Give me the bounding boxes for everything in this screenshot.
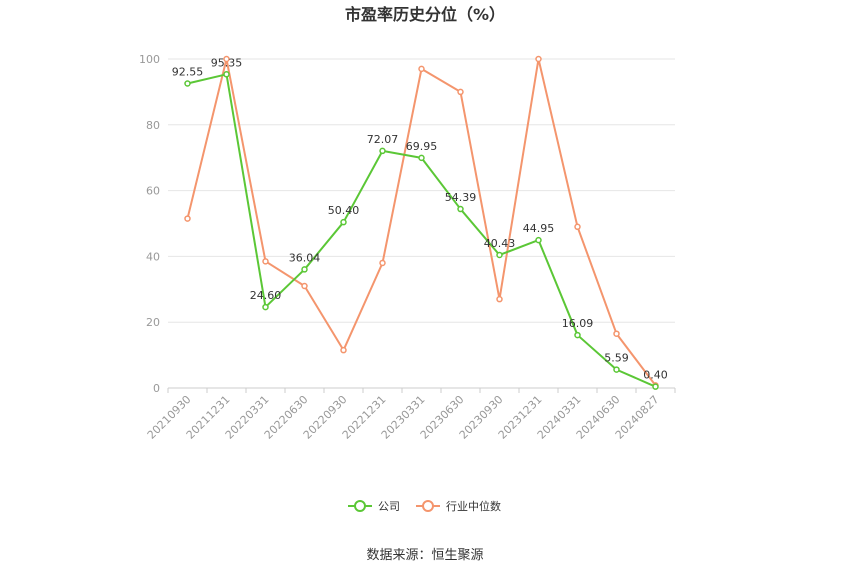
data-label: 72.07 — [367, 133, 399, 146]
data-point — [496, 295, 503, 303]
legend-label: 行业中位数 — [446, 499, 501, 513]
data-label: 40.43 — [484, 237, 516, 250]
data-point — [457, 205, 464, 213]
data-label: 95.35 — [211, 56, 243, 69]
data-point — [613, 330, 620, 337]
legend: 公司 行业中位数 — [348, 499, 501, 513]
axes: 0204060801002021093020211231202203312022… — [139, 53, 676, 442]
data-point — [418, 154, 425, 162]
data-point — [457, 88, 464, 96]
legend-swatch-marker — [422, 500, 434, 512]
y-tick-label: 20 — [146, 316, 160, 329]
data-point — [613, 366, 620, 373]
data-label: 16.09 — [562, 317, 594, 330]
data-point — [223, 71, 230, 78]
data-point — [652, 383, 659, 390]
data-label: 92.55 — [172, 66, 204, 79]
data-label: 54.39 — [445, 191, 477, 204]
series-lines — [184, 55, 659, 390]
data-label: 50.40 — [328, 204, 360, 217]
data-point — [574, 223, 581, 231]
y-tick-label: 60 — [146, 185, 160, 198]
legend-swatch-marker — [354, 500, 366, 512]
source-note: 数据来源：恒生聚源 — [366, 548, 483, 563]
data-label: 24.60 — [250, 289, 282, 302]
series-line-1 — [186, 58, 657, 386]
data-point — [379, 147, 386, 155]
data-point — [379, 259, 386, 267]
data-label: 36.04 — [289, 251, 321, 264]
data-point — [262, 258, 269, 265]
y-tick-label: 40 — [146, 250, 160, 263]
data-point — [301, 266, 308, 273]
legend-label: 公司 — [378, 500, 400, 513]
data-point — [184, 80, 191, 87]
data-point — [496, 251, 503, 259]
data-point — [301, 282, 308, 290]
data-labels: 92.55 95.35 24.60 36.04 50.40 72.07 69.95 54.39… — [172, 56, 668, 381]
data-point — [184, 215, 191, 222]
data-point — [340, 218, 347, 226]
data-point — [418, 65, 425, 73]
data-label: 0.40 — [643, 369, 668, 382]
data-point — [574, 331, 581, 339]
chart-title: 市盈率历史分位（%） — [345, 5, 505, 24]
y-tick-label: 100 — [139, 53, 160, 66]
data-label: 5.59 — [604, 352, 629, 365]
data-point — [223, 55, 230, 63]
data-label: 69.95 — [406, 140, 438, 153]
data-point — [262, 303, 269, 311]
data-point — [535, 236, 542, 244]
y-tick-label: 0 — [153, 382, 160, 395]
data-point — [340, 346, 347, 354]
data-point — [535, 55, 542, 63]
series-line-0 — [187, 73, 656, 388]
data-label: 44.95 — [523, 222, 555, 235]
y-tick-label: 80 — [146, 119, 160, 132]
